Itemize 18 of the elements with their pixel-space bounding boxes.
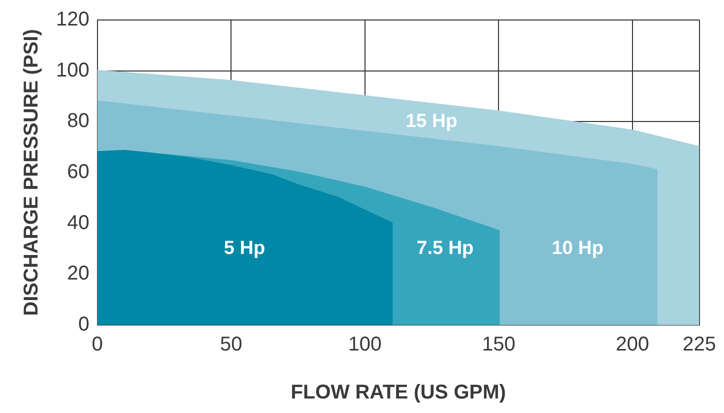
x-tick-label: 50 [220,334,242,356]
y-axis-title: DISCHARGE PRESSURE (PSI) [20,29,43,316]
series-label: 10 Hp [552,238,604,259]
y-tick-label: 60 [67,161,90,184]
y-tick-label: 20 [67,262,90,285]
series-label: 15 Hp [406,110,458,132]
y-tick-label: 120 [56,8,90,31]
y-tick-label: 0 [78,314,90,336]
y-tick-label: 80 [67,110,90,132]
series-label: 7.5 Hp [416,238,474,259]
x-tick-label: 150 [482,334,516,356]
x-axis-title: FLOW RATE (US GPM) [290,382,506,404]
y-tick-label: 100 [56,59,90,82]
x-tick-label: 200 [616,334,650,356]
series-label: 5 Hp [224,238,266,259]
x-tick-label: 225 [682,334,716,356]
x-tick-label: 100 [348,334,382,356]
y-tick-label: 40 [67,212,90,234]
